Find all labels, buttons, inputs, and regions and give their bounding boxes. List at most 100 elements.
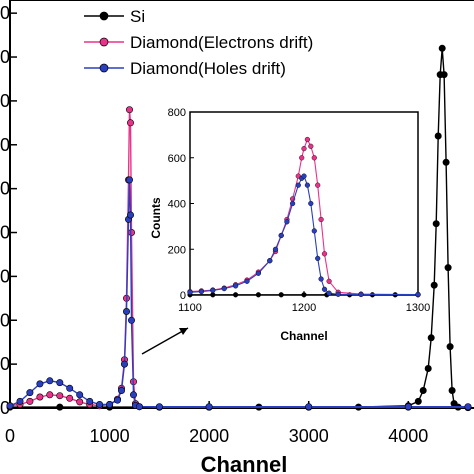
inset-x-axis-ticks: 1100 1200 1300 — [178, 291, 430, 314]
data-point — [430, 281, 438, 289]
inset-data-point — [233, 283, 239, 289]
x-tick-label: 3000 — [289, 426, 329, 446]
x-tick-label: 0 — [5, 426, 15, 446]
data-point — [404, 403, 412, 411]
inset-x-tick-label: 1200 — [292, 302, 316, 314]
data-point — [438, 44, 446, 52]
y-axis-ticks: 0 0 0 0 0 0 0 0 0 0 — [0, 3, 17, 418]
y-tick-label: 0 — [0, 223, 10, 243]
inset-data-point — [221, 286, 227, 292]
series-layer — [6, 44, 472, 412]
inset-data-point — [311, 155, 317, 161]
inset-data-point — [321, 251, 328, 257]
legend-swatch-marker — [99, 11, 109, 21]
inset-y-axis-ticks: 0 200 400 600 800 — [168, 107, 194, 302]
data-point — [126, 106, 134, 114]
data-point — [305, 403, 313, 411]
inset-data-point — [210, 292, 216, 298]
data-point — [444, 264, 452, 272]
data-point — [440, 71, 448, 79]
data-point — [76, 398, 84, 406]
inset-x-axis-title: Channel — [280, 329, 327, 343]
legend-entry-diamond-holes-drift: Diamond(Holes drift) — [84, 59, 286, 78]
x-axis-ticks: 0 1000 2000 3000 4000 — [5, 401, 428, 446]
data-point — [432, 220, 440, 228]
data-point — [118, 386, 126, 394]
data-point — [26, 389, 34, 397]
inset-data-point — [267, 258, 273, 264]
inset-data-point — [301, 292, 307, 298]
data-point — [448, 386, 456, 394]
inset-y-tick-label: 400 — [168, 199, 186, 211]
inset-series-layer — [187, 136, 421, 298]
inset-y-tick-label: 200 — [168, 244, 186, 256]
inset-data-point — [299, 155, 305, 161]
data-point — [434, 132, 442, 140]
x-tick-label: 4000 — [388, 426, 428, 446]
inset-data-point — [233, 292, 239, 298]
x-tick-label: 2000 — [189, 426, 229, 446]
legend-entry-diamond-electrons-drift: Diamond(Electrons drift) — [84, 33, 313, 52]
data-point — [96, 400, 104, 408]
data-point — [126, 176, 134, 184]
data-point — [6, 402, 14, 410]
data-point — [46, 377, 54, 385]
data-point — [155, 403, 163, 411]
data-point — [442, 158, 450, 166]
inset-data-point — [210, 287, 216, 294]
inset-data-point — [301, 146, 307, 152]
inset-data-point — [187, 289, 193, 295]
data-point — [106, 400, 114, 408]
data-point — [127, 211, 135, 219]
inset-data-point — [311, 228, 317, 234]
y-tick-label: 0 — [0, 3, 10, 23]
data-point — [130, 391, 138, 399]
y-tick-label: 0 — [0, 47, 10, 67]
inset-data-point — [295, 182, 301, 188]
x-axis-title: Channel — [201, 452, 288, 474]
data-point — [123, 307, 131, 315]
data-point — [26, 397, 34, 405]
inset-data-point — [290, 200, 296, 207]
data-point — [66, 394, 74, 402]
inset-data-point — [304, 136, 311, 143]
inset-series-diamond-holes-drift — [187, 173, 421, 298]
data-point — [446, 343, 454, 351]
inset-data-point — [318, 276, 324, 282]
data-point — [76, 391, 84, 399]
inset-data-point — [308, 200, 314, 207]
inset-data-point — [255, 270, 262, 276]
inset-data-point — [358, 291, 364, 298]
inset-data-point — [284, 219, 290, 225]
data-point — [427, 334, 435, 342]
y-tick-label: 0 — [0, 91, 10, 111]
series-diamond-holes-drift — [6, 176, 472, 411]
data-point — [419, 386, 427, 394]
inset-x-tick-label: 1100 — [178, 302, 202, 314]
data-point — [56, 379, 64, 387]
inset-data-point — [255, 292, 262, 298]
legend-label: Diamond(Electrons drift) — [130, 33, 313, 52]
data-point — [414, 397, 422, 405]
y-tick-label: 0 — [0, 310, 10, 330]
data-point — [36, 380, 44, 388]
inset-data-point — [308, 143, 314, 149]
data-point — [205, 403, 213, 411]
legend-entry-si: Si — [84, 7, 145, 26]
data-point — [86, 397, 94, 405]
data-point — [128, 316, 136, 324]
inset-y-axis-title: Counts — [149, 197, 163, 239]
legend-swatch-marker — [99, 37, 109, 47]
data-point — [128, 229, 136, 237]
legend: Si Diamond(Electrons drift) Diamond(Holes … — [84, 7, 313, 78]
data-point — [46, 391, 54, 399]
inset-data-point — [335, 291, 341, 297]
inset-y-tick-label: 0 — [180, 290, 186, 302]
inset-data-point — [315, 182, 321, 188]
inset-data-point — [326, 290, 332, 296]
legend-label: Si — [130, 7, 145, 26]
inset-x-tick-label: 1300 — [406, 302, 430, 314]
data-point — [135, 403, 143, 411]
